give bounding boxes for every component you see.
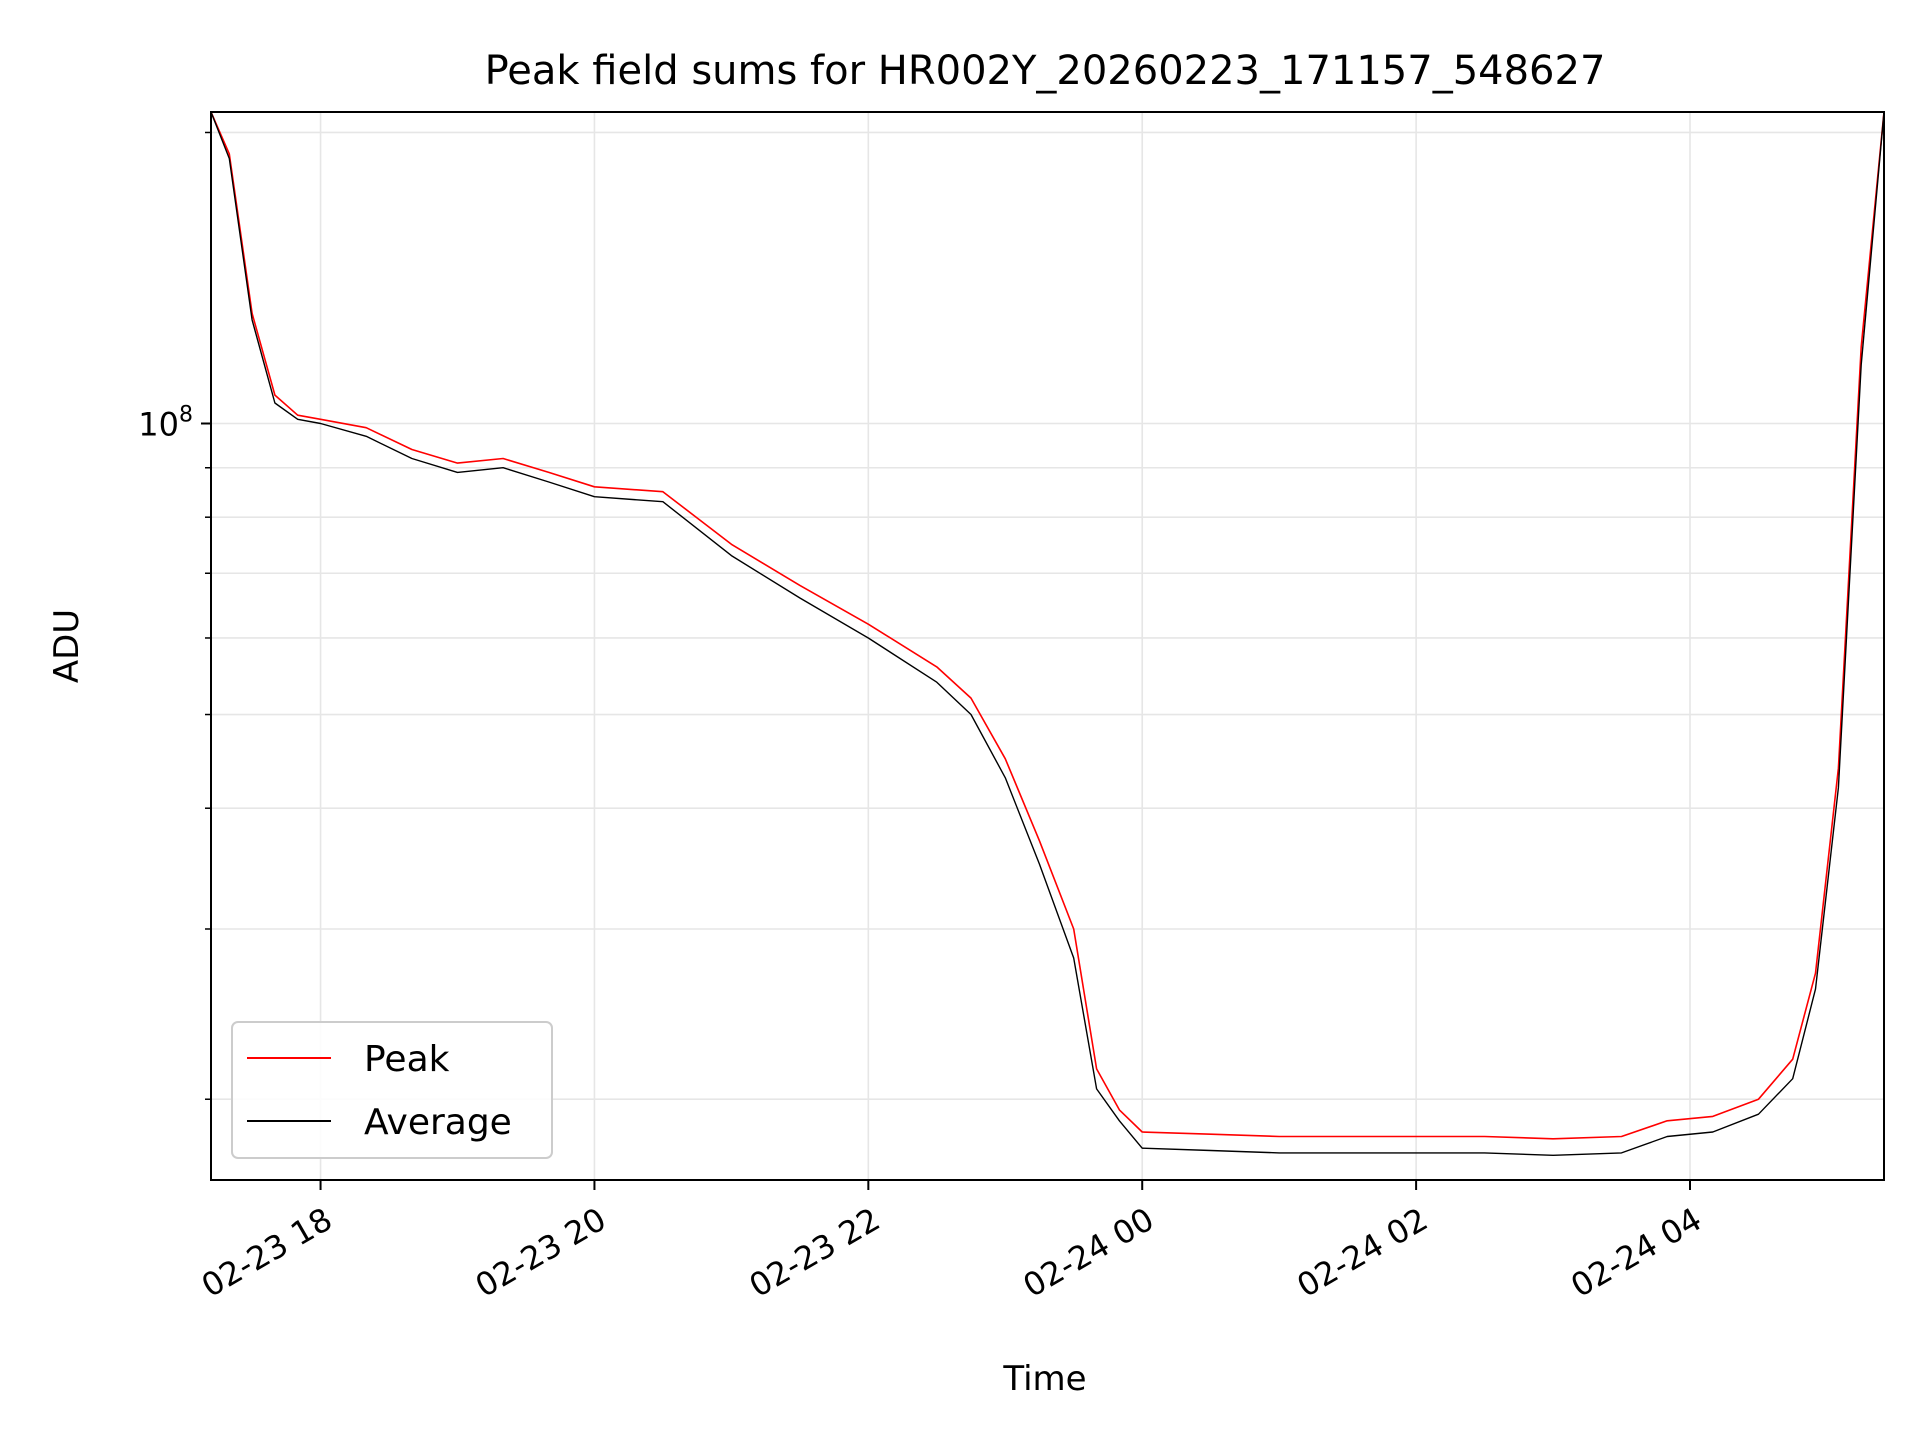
legend: Peak Average	[231, 1021, 553, 1159]
y-axis-label: ADU	[47, 609, 87, 683]
y-tick-label: 108	[138, 403, 193, 444]
series-line-peak	[210, 111, 1885, 1140]
x-axis-label: Time	[1002, 1359, 1086, 1399]
grid	[211, 112, 1884, 1180]
legend-average-label: Average	[364, 1102, 512, 1143]
legend-box	[231, 1021, 553, 1159]
legend-peak-label: Peak	[364, 1039, 450, 1080]
series-group	[210, 111, 1885, 1157]
series-line-average	[210, 111, 1885, 1157]
plot-frame	[210, 111, 1885, 1181]
chart-title: Peak field sums for HR002Y_20260223_1711…	[485, 48, 1606, 94]
